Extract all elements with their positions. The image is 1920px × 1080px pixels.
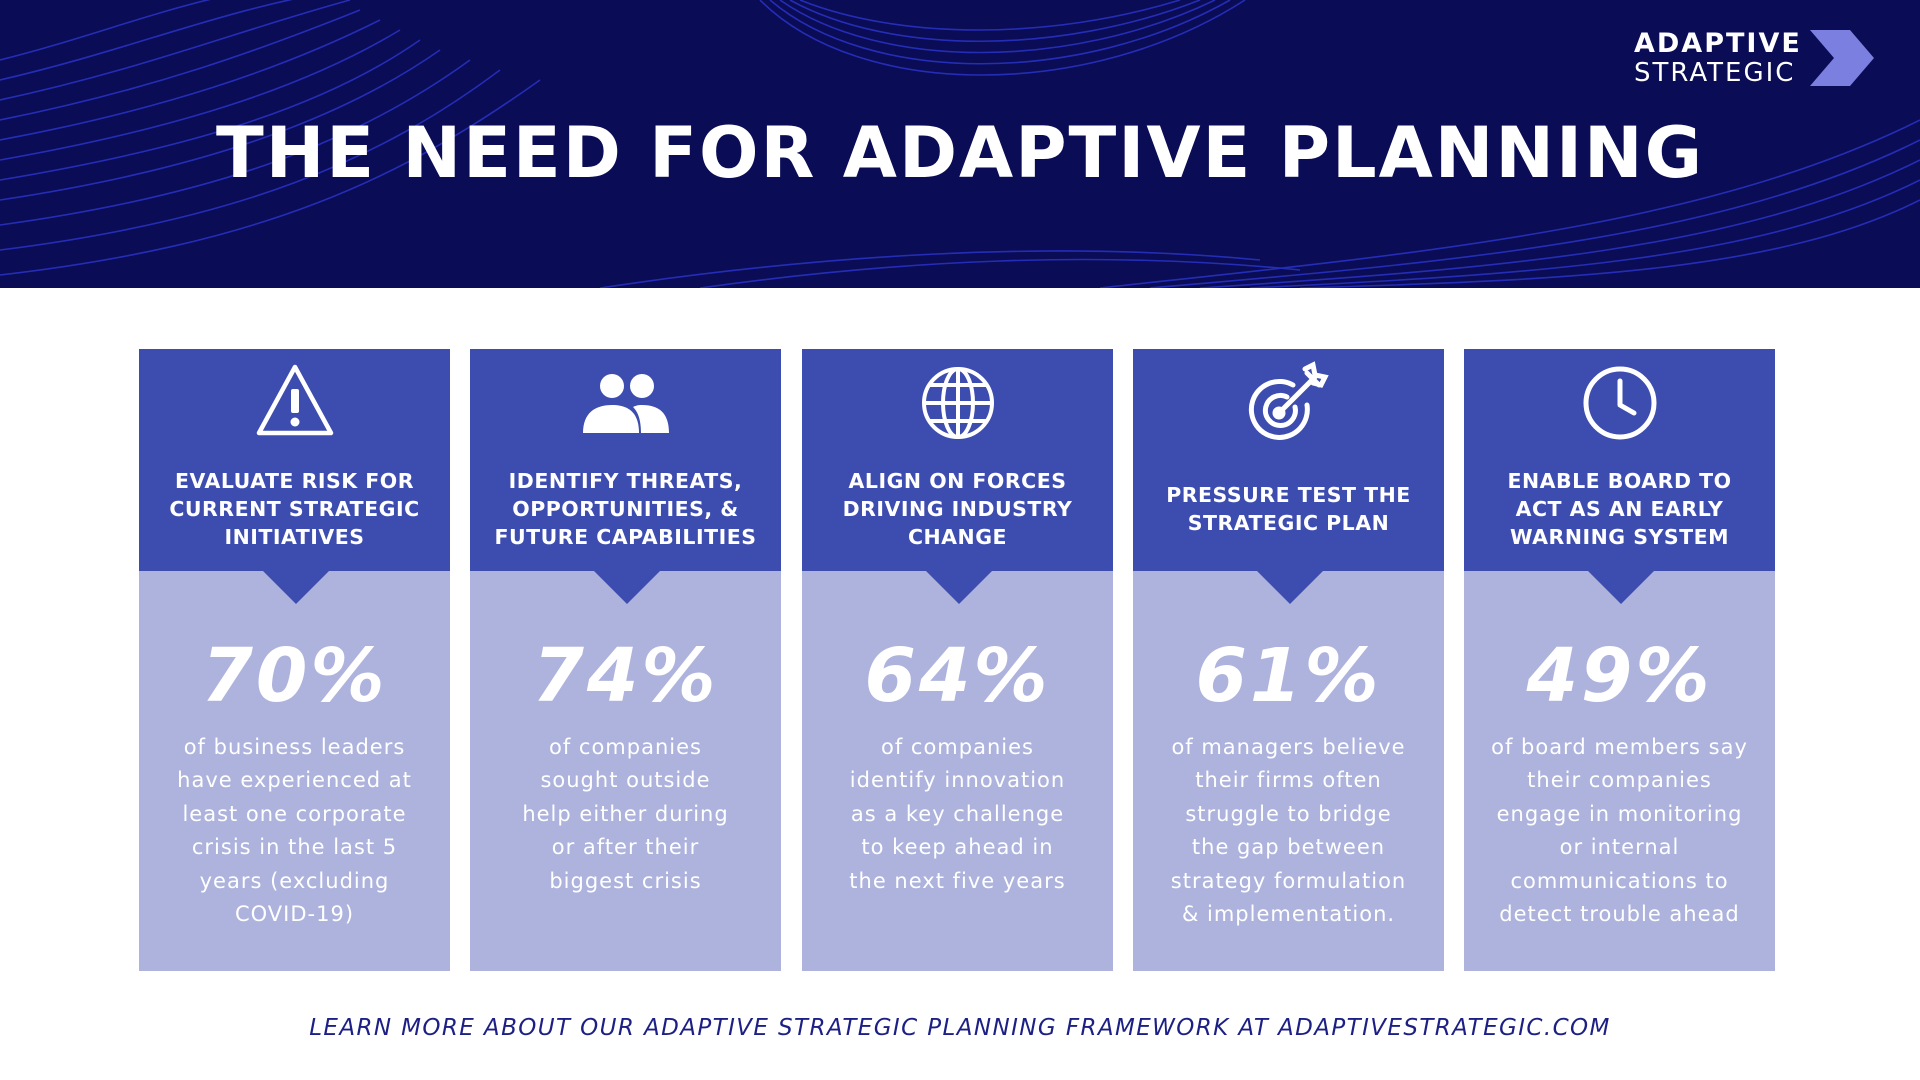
clock-icon [1583, 366, 1656, 440]
card-header: PRESSURE TEST THE STRATEGIC PLAN [1133, 349, 1444, 571]
target-arrow-icon [1248, 361, 1329, 440]
page-title: THE NEED FOR ADAPTIVE PLANNING [215, 112, 1705, 194]
footer-link-text[interactable]: LEARN MORE ABOUT OUR ADAPTIVE STRATEGIC … [309, 1015, 1611, 1041]
logo-line-1: ADAPTIVE [1634, 28, 1802, 59]
globe-icon [921, 367, 994, 439]
stat-description: of business leaders have experienced at … [177, 735, 412, 927]
card-heading: EVALUATE RISK FOR CURRENT STRATEGIC INIT… [169, 469, 420, 549]
pointer-arrow [594, 571, 660, 604]
card-body: 49% of board members say their companies… [1464, 571, 1775, 971]
stat-description: of companies sought outside help either … [522, 735, 729, 893]
stat-card-forces: ALIGN ON FORCES DRIVING INDUSTRY CHANGE … [802, 349, 1113, 971]
logo-line-2: STRATEGIC [1634, 58, 1796, 88]
stat-percentage: 70% [201, 633, 388, 719]
card-header: IDENTIFY THREATS, OPPORTUNITIES, & FUTUR… [470, 349, 781, 571]
card-heading: ENABLE BOARD TO ACT AS AN EARLY WARNING … [1507, 469, 1732, 549]
stat-percentage: 64% [864, 633, 1051, 719]
card-heading: ALIGN ON FORCES DRIVING INDUSTRY CHANGE [842, 469, 1073, 549]
stat-card-board: ENABLE BOARD TO ACT AS AN EARLY WARNING … [1464, 349, 1775, 971]
pointer-arrow [1257, 571, 1323, 604]
card-header: EVALUATE RISK FOR CURRENT STRATEGIC INIT… [139, 349, 450, 571]
card-body: 64% of companies identify innovation as … [802, 571, 1113, 971]
card-body: 70% of business leaders have experienced… [139, 571, 450, 971]
stats-cards: EVALUATE RISK FOR CURRENT STRATEGIC INIT… [139, 349, 1775, 971]
brand-logo[interactable]: ADAPTIVE STRATEGIC [1630, 26, 1880, 88]
card-header: ALIGN ON FORCES DRIVING INDUSTRY CHANGE [802, 349, 1113, 571]
card-body: 61% of managers believe their firms ofte… [1133, 571, 1444, 971]
wave-lines-decoration [0, 0, 1920, 288]
stat-description: of companies identify innovation as a ke… [849, 735, 1066, 893]
card-body: 74% of companies sought outside help eit… [470, 571, 781, 971]
card-header: ENABLE BOARD TO ACT AS AN EARLY WARNING … [1464, 349, 1775, 571]
stat-description: of board members say their companies eng… [1491, 735, 1748, 927]
stat-percentage: 49% [1526, 633, 1713, 719]
card-heading: IDENTIFY THREATS, OPPORTUNITIES, & FUTUR… [494, 469, 757, 549]
card-heading: PRESSURE TEST THE STRATEGIC PLAN [1166, 483, 1411, 535]
stat-percentage: 74% [532, 633, 719, 719]
stat-card-pressure-test: PRESSURE TEST THE STRATEGIC PLAN 61% of … [1133, 349, 1444, 971]
pointer-arrow [1588, 571, 1654, 604]
stat-card-threats: IDENTIFY THREATS, OPPORTUNITIES, & FUTUR… [470, 349, 781, 971]
pointer-arrow [926, 571, 992, 604]
warning-triangle-icon [256, 364, 333, 436]
stat-card-risk: EVALUATE RISK FOR CURRENT STRATEGIC INIT… [139, 349, 450, 971]
chevron-arrow-icon [1810, 30, 1874, 86]
pointer-arrow [263, 571, 329, 604]
stat-description: of managers believe their firms often st… [1170, 735, 1407, 927]
header-banner: ADAPTIVE STRATEGIC THE NEED FOR ADAPTIVE… [0, 0, 1920, 288]
people-icon [582, 374, 669, 433]
stat-percentage: 61% [1195, 633, 1382, 719]
